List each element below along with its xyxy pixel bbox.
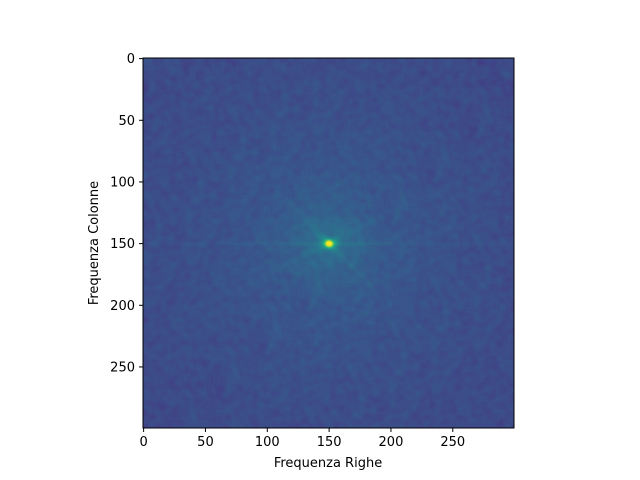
y-tick-label: 150	[110, 237, 135, 252]
x-tick-label: 0	[139, 435, 147, 450]
y-tick-label: 100	[110, 175, 135, 190]
x-axis: 0 50 100 150 200 250	[139, 428, 465, 450]
spectrum-heatmap	[143, 58, 514, 428]
y-tick-label: 50	[118, 114, 135, 129]
x-tick-label: 50	[197, 435, 214, 450]
y-tick-label: 200	[110, 299, 135, 314]
y-tick-label: 0	[127, 52, 135, 67]
x-tick-label: 200	[379, 435, 404, 450]
x-tick-label: 100	[255, 435, 280, 450]
plot-frame	[142, 57, 515, 429]
y-axis: 0 50 100 150 200 250	[110, 52, 143, 375]
plot-area	[142, 57, 515, 429]
x-tick-label: 150	[317, 435, 342, 450]
y-axis-label: Frequenza Colonne	[87, 181, 102, 305]
x-axis-label: Frequenza Righe	[274, 456, 382, 471]
y-tick-label: 250	[110, 360, 135, 375]
x-tick-label: 250	[440, 435, 465, 450]
